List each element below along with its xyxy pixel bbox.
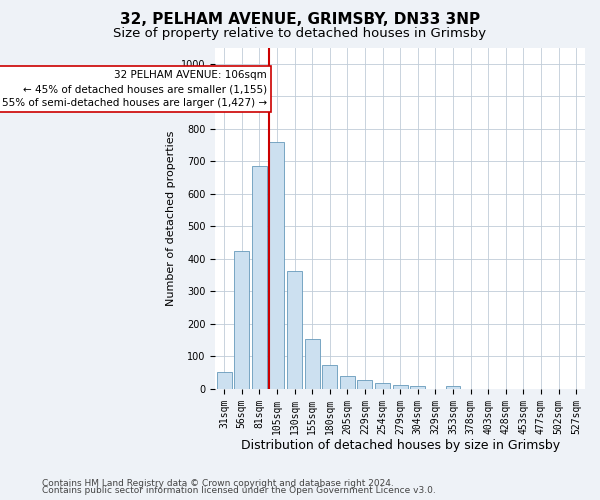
Bar (392, 385, 407, 389)
Y-axis label: Number of detached properties: Number of detached properties (166, 130, 176, 306)
Bar (446, 386, 460, 389)
Bar (252, 166, 267, 389)
Bar (322, 364, 337, 389)
Text: 32 PELHAM AVENUE: 106sqm
← 45% of detached houses are smaller (1,155)
55% of sem: 32 PELHAM AVENUE: 106sqm ← 45% of detach… (2, 70, 267, 108)
Text: 32, PELHAM AVENUE, GRIMSBY, DN33 3NP: 32, PELHAM AVENUE, GRIMSBY, DN33 3NP (120, 12, 480, 28)
Bar (234, 251, 249, 389)
Bar (340, 376, 355, 389)
Bar (375, 383, 390, 389)
Bar (358, 380, 373, 389)
Text: Contains public sector information licensed under the Open Government Licence v3: Contains public sector information licen… (42, 486, 436, 495)
X-axis label: Distribution of detached houses by size in Grimsby: Distribution of detached houses by size … (241, 440, 560, 452)
Bar (410, 386, 425, 389)
Bar (217, 372, 232, 389)
Text: Contains HM Land Registry data © Crown copyright and database right 2024.: Contains HM Land Registry data © Crown c… (42, 478, 394, 488)
Bar (287, 271, 302, 389)
Bar (305, 338, 320, 389)
Text: Size of property relative to detached houses in Grimsby: Size of property relative to detached ho… (113, 28, 487, 40)
Bar (269, 142, 284, 389)
